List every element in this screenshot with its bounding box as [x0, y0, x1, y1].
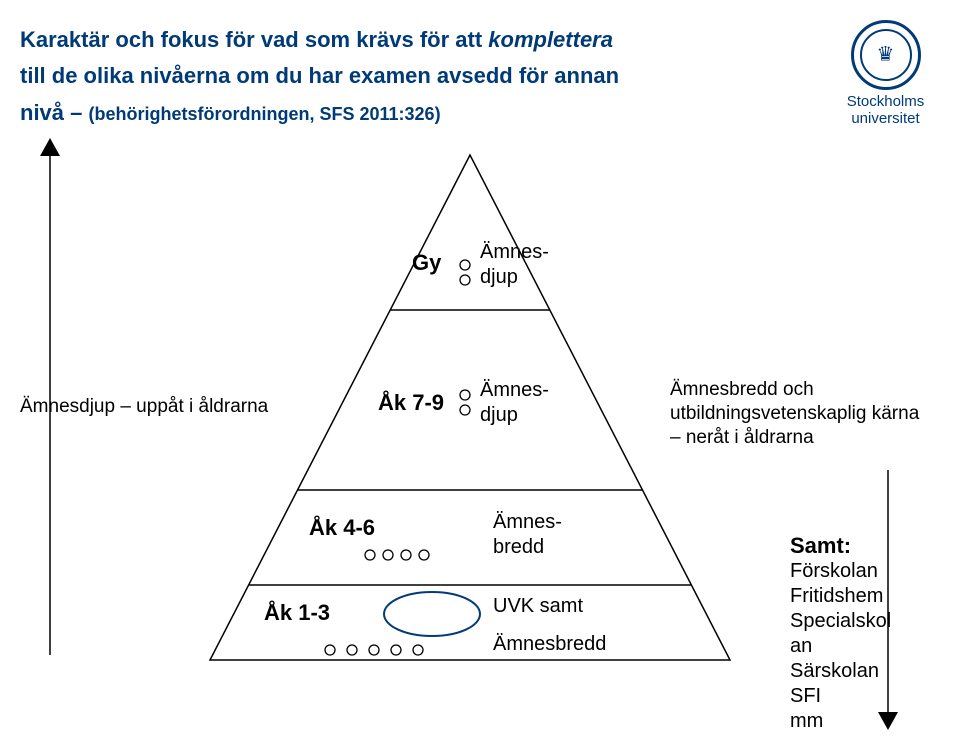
marker-gy-1 — [460, 275, 470, 285]
diagram-stage: ♛ Stockholms universitet Karaktär och fo… — [0, 0, 960, 740]
marker-ak13-1 — [347, 645, 357, 655]
marker-ak79-0 — [460, 390, 470, 400]
marker-gy-0 — [460, 260, 470, 270]
marker-ak46-1 — [383, 550, 393, 560]
arrow-up-head-icon — [40, 138, 60, 156]
marker-ak46-2 — [401, 550, 411, 560]
marker-ak46-3 — [419, 550, 429, 560]
marker-ak13-0 — [325, 645, 335, 655]
svg-layer — [0, 0, 960, 740]
ellipse-ak13 — [384, 592, 480, 636]
arrow-down-head-icon — [878, 712, 898, 730]
marker-ak13-4 — [413, 645, 423, 655]
marker-ak13-3 — [391, 645, 401, 655]
marker-ak46-0 — [365, 550, 375, 560]
marker-ak13-2 — [369, 645, 379, 655]
marker-ak79-1 — [460, 405, 470, 415]
